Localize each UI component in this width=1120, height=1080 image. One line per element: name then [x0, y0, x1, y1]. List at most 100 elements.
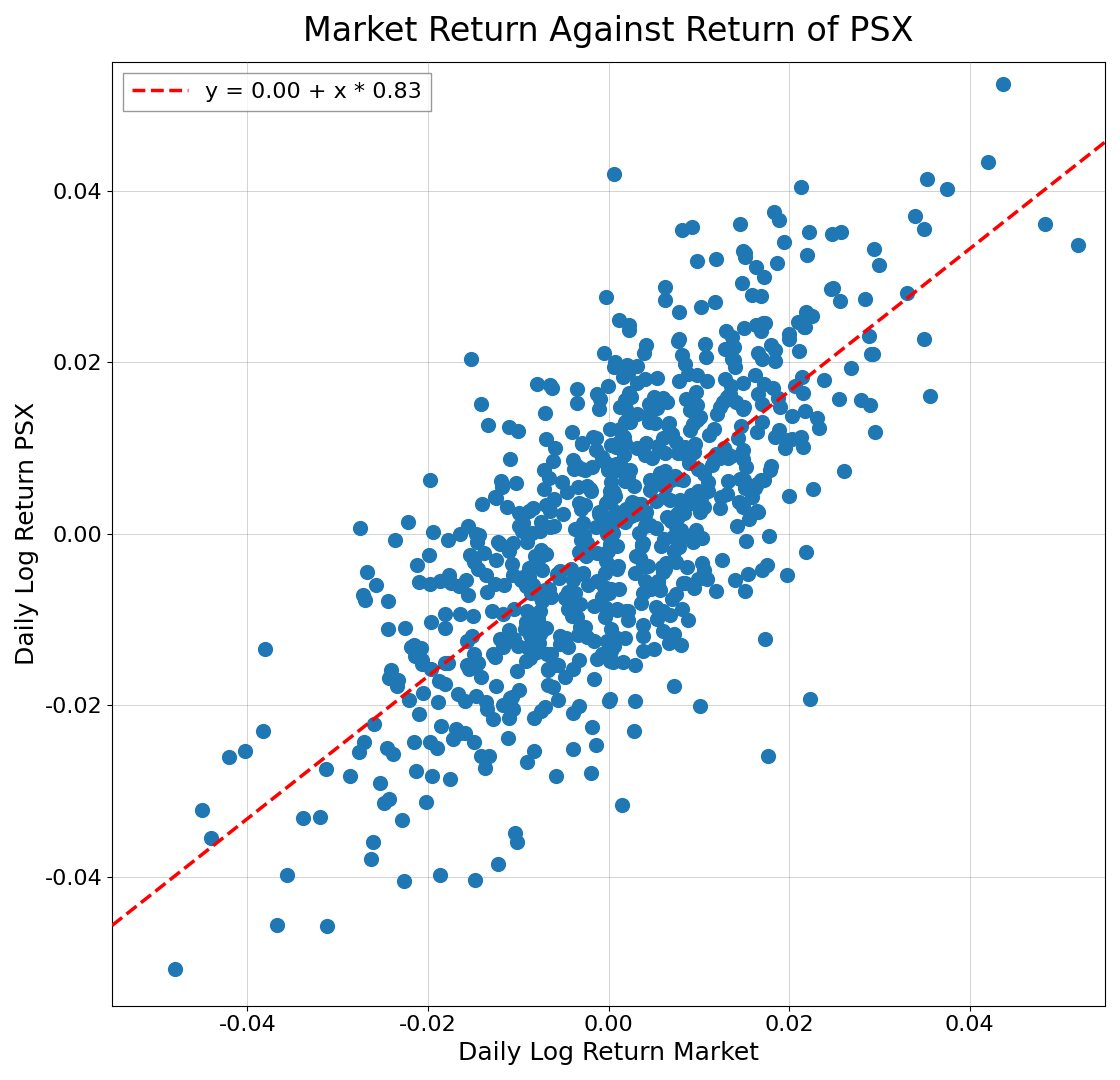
Point — [590, 505, 608, 523]
Point — [610, 311, 628, 328]
Point — [528, 375, 545, 392]
Point — [815, 372, 833, 389]
Point — [640, 557, 657, 575]
Point — [870, 256, 888, 273]
Point — [581, 481, 599, 498]
Point — [578, 535, 596, 552]
Point — [584, 458, 601, 475]
Point — [792, 178, 810, 195]
Point — [538, 431, 556, 448]
Point — [549, 691, 567, 708]
Point — [568, 608, 586, 625]
Point — [612, 455, 629, 472]
Point — [607, 461, 625, 478]
Point — [747, 259, 765, 276]
Point — [607, 438, 625, 456]
Point — [797, 543, 815, 561]
Point — [539, 660, 557, 677]
Point — [607, 503, 625, 521]
Point — [906, 207, 924, 225]
Point — [599, 542, 617, 559]
Point — [625, 721, 643, 739]
Point — [670, 470, 688, 487]
Point — [601, 690, 619, 707]
Point — [388, 678, 405, 696]
Point — [466, 646, 484, 663]
Point — [439, 566, 457, 583]
Point — [736, 471, 754, 488]
Point — [636, 572, 654, 590]
Point — [646, 414, 664, 431]
Point — [831, 293, 849, 310]
Point — [488, 855, 506, 873]
Point — [727, 393, 745, 410]
Point — [736, 480, 754, 497]
Point — [521, 626, 539, 644]
Point — [571, 595, 589, 612]
Point — [711, 499, 729, 516]
Point — [672, 521, 690, 538]
Point — [622, 508, 640, 525]
Point — [781, 330, 799, 348]
Point — [513, 508, 531, 525]
Point — [449, 686, 467, 703]
Point — [535, 698, 553, 715]
Point — [597, 599, 615, 617]
Point — [676, 438, 694, 456]
Point — [542, 646, 560, 663]
Point — [352, 519, 370, 537]
Point — [648, 400, 666, 417]
Point — [628, 440, 646, 457]
Point — [763, 336, 781, 353]
Point — [748, 476, 766, 494]
Point — [708, 405, 726, 422]
Point — [684, 415, 702, 432]
Point — [601, 483, 619, 500]
Point — [545, 656, 563, 673]
Point — [634, 584, 652, 602]
Point — [768, 254, 786, 271]
Point — [582, 765, 600, 782]
Point — [601, 488, 619, 505]
Point — [636, 507, 654, 524]
Point — [612, 421, 629, 438]
Point — [1036, 216, 1054, 233]
Point — [656, 292, 674, 309]
Point — [571, 618, 589, 635]
Point — [654, 563, 672, 580]
Point — [619, 365, 637, 382]
Point — [668, 505, 685, 523]
Point — [793, 428, 811, 445]
Point — [494, 605, 512, 622]
Point — [737, 458, 755, 475]
Point — [517, 753, 535, 770]
Point — [832, 224, 850, 241]
Point — [628, 496, 646, 513]
Point — [734, 242, 752, 259]
Point — [627, 548, 645, 565]
Point — [358, 564, 376, 581]
Point — [475, 544, 493, 562]
Y-axis label: Daily Log Return PSX: Daily Log Return PSX — [15, 402, 39, 665]
Point — [530, 635, 548, 652]
Point — [487, 551, 505, 568]
Point — [603, 516, 620, 534]
Point — [626, 692, 644, 710]
Point — [640, 413, 657, 430]
Point — [508, 662, 526, 679]
Point — [456, 724, 474, 741]
Point — [735, 442, 753, 459]
Point — [404, 733, 422, 751]
Point — [375, 794, 393, 811]
Point — [596, 565, 614, 582]
Point — [563, 451, 581, 469]
Point — [532, 589, 550, 606]
Point — [447, 720, 465, 738]
Point — [439, 654, 457, 672]
Point — [544, 678, 562, 696]
Point — [804, 481, 822, 498]
Point — [382, 662, 400, 679]
Point — [662, 512, 680, 529]
Point — [409, 557, 427, 575]
Point — [451, 725, 469, 742]
